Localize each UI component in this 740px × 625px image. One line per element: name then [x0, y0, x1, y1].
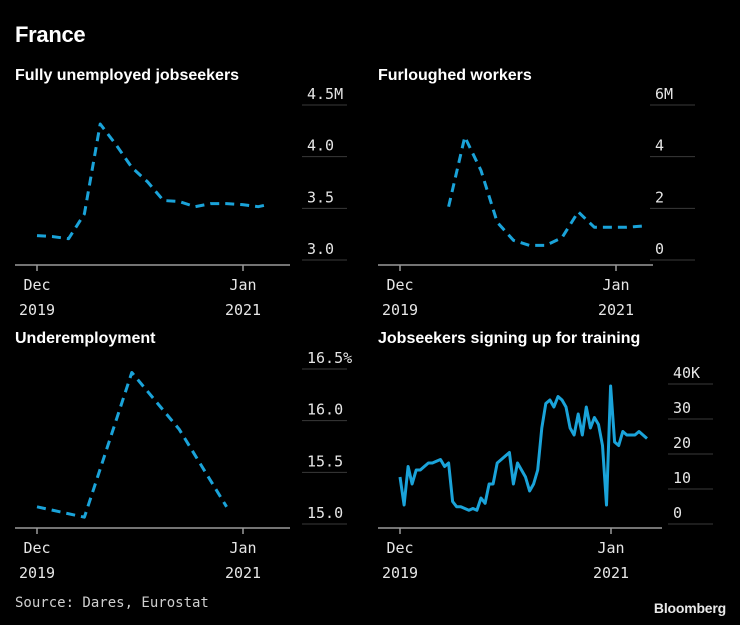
y-tick-label: 30 — [673, 399, 691, 417]
y-tick-label: 16.5% — [307, 349, 352, 367]
x-tick-label: Jan — [602, 276, 629, 294]
panel-title-underemployment: Underemployment — [15, 330, 156, 347]
series-line-jobseekers-signing-up-for-training — [398, 384, 648, 512]
panel-title-furloughed: Furloughed workers — [378, 67, 532, 84]
y-tick-label: 40K — [673, 364, 700, 382]
bloomberg-logo: Bloomberg — [653, 600, 726, 616]
source-note: Source: Dares, Eurostat — [15, 595, 209, 611]
x-tick-label: 2021 — [225, 564, 261, 582]
x-tick-label: Dec — [386, 539, 413, 557]
y-tick-label: 15.0 — [307, 504, 343, 522]
x-tick-label: Jan — [597, 539, 624, 557]
x-tick-label: 2021 — [225, 301, 261, 319]
y-tick-label: 0 — [673, 504, 682, 522]
series-line-fully-unemployed-jobseekers — [36, 122, 269, 241]
x-tick-label: 2019 — [19, 564, 55, 582]
y-tick-label: 2 — [655, 188, 664, 206]
panel-title-training: Jobseekers signing up for training — [378, 330, 641, 347]
y-tick-label: 6M — [655, 85, 673, 103]
x-tick-label: 2019 — [19, 301, 55, 319]
x-tick-label: 2021 — [593, 564, 629, 582]
y-tick-label: 15.5 — [307, 452, 343, 470]
y-tick-label: 3.5 — [307, 188, 334, 206]
x-tick-label: Dec — [23, 276, 50, 294]
y-tick-label: 0 — [655, 240, 664, 258]
x-tick-label: 2019 — [382, 564, 418, 582]
page-title: France — [15, 22, 86, 47]
series-line-underemployment — [36, 371, 228, 519]
y-tick-label: 3.0 — [307, 240, 334, 258]
x-tick-label: Jan — [229, 539, 256, 557]
y-tick-label: 4.0 — [307, 137, 334, 155]
y-tick-label: 16.0 — [307, 401, 343, 419]
x-tick-label: 2021 — [598, 301, 634, 319]
x-tick-label: Jan — [229, 276, 256, 294]
y-tick-label: 4.5M — [307, 85, 343, 103]
panel-title-jobseekers: Fully unemployed jobseekers — [15, 67, 240, 84]
y-tick-label: 10 — [673, 469, 691, 487]
x-tick-label: Dec — [386, 276, 413, 294]
y-tick-label: 4 — [655, 137, 664, 155]
y-tick-label: 20 — [673, 434, 691, 452]
series-line-furloughed-workers — [447, 135, 644, 247]
x-tick-label: Dec — [23, 539, 50, 557]
x-tick-label: 2019 — [382, 301, 418, 319]
